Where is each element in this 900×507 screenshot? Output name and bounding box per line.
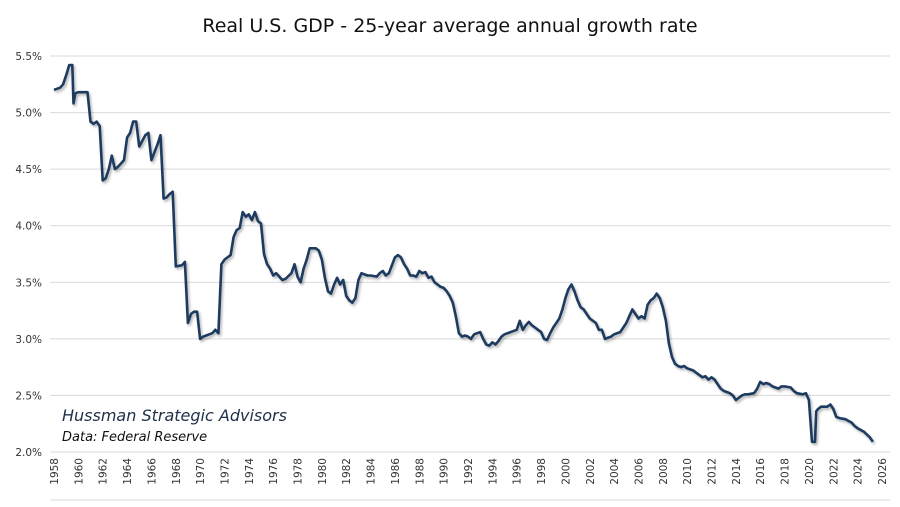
y-tick-label: 2.5%	[15, 390, 42, 402]
x-tick-label: 2004	[609, 458, 621, 485]
x-tick-label: 2002	[585, 458, 597, 485]
x-tick-label: 1960	[73, 458, 85, 485]
x-tick-label: 2014	[731, 458, 743, 485]
x-tick-label: 1988	[414, 458, 426, 485]
x-tick-label: 2026	[877, 458, 889, 485]
x-tick-label: 1980	[317, 458, 329, 485]
x-tick-label: 1964	[122, 458, 134, 485]
x-tick-label: 2016	[755, 458, 767, 485]
x-tick-label: 1990	[439, 458, 451, 485]
x-tick-label: 2010	[682, 458, 694, 485]
x-tick-label: 1958	[49, 458, 61, 485]
x-tick-label: 1970	[195, 458, 207, 485]
x-tick-label: 2018	[780, 458, 792, 485]
x-tick-label: 1984	[366, 458, 378, 485]
data-source-annotation: Data: Federal Reserve	[62, 430, 207, 445]
y-tick-label: 3.0%	[15, 334, 42, 346]
gridlines	[50, 55, 890, 501]
x-tick-label: 1996	[512, 458, 524, 485]
x-tick-label: 1994	[487, 458, 499, 485]
gdp-growth-line	[53, 63, 874, 444]
y-tick-label: 5.0%	[15, 108, 42, 120]
x-tick-label: 2000	[560, 458, 572, 485]
x-axis: 1958 1960 1962 1964 1966 1968 1970 1972 1974 1976…	[49, 458, 889, 485]
x-tick-label: 1982	[341, 458, 353, 485]
x-tick-label: 2020	[804, 458, 816, 485]
x-tick-label: 1976	[268, 458, 280, 485]
y-tick-label: 3.5%	[15, 277, 42, 289]
x-tick-label: 1978	[293, 458, 305, 485]
y-tick-label: 5.5%	[15, 51, 42, 63]
y-axis: 2.0% 2.5% 3.0% 3.5% 4.0% 4.5% 5.0% 5.5%	[15, 51, 42, 459]
x-tick-label: 1962	[98, 458, 110, 485]
source-annotation: Hussman Strategic Advisors	[62, 406, 287, 425]
y-tick-label: 4.5%	[15, 164, 42, 176]
chart-title: Real U.S. GDP - 25-year average annual g…	[202, 15, 697, 37]
x-tick-label: 1968	[171, 458, 183, 485]
x-tick-label: 2022	[828, 458, 840, 485]
x-tick-label: 1998	[536, 458, 548, 485]
x-tick-label: 1992	[463, 458, 475, 485]
x-tick-label: 1986	[390, 458, 402, 485]
x-tick-label: 2006	[633, 458, 645, 485]
x-tick-label: 2008	[658, 458, 670, 485]
x-tick-label: 1966	[146, 458, 158, 485]
y-tick-label: 2.0%	[15, 447, 42, 459]
y-tick-label: 4.0%	[15, 221, 42, 233]
x-tick-label: 2024	[853, 458, 865, 485]
x-tick-label: 1972	[219, 458, 231, 485]
x-tick-label: 2012	[707, 458, 719, 485]
series-group	[53, 63, 874, 444]
x-tick-label: 1974	[244, 458, 256, 485]
